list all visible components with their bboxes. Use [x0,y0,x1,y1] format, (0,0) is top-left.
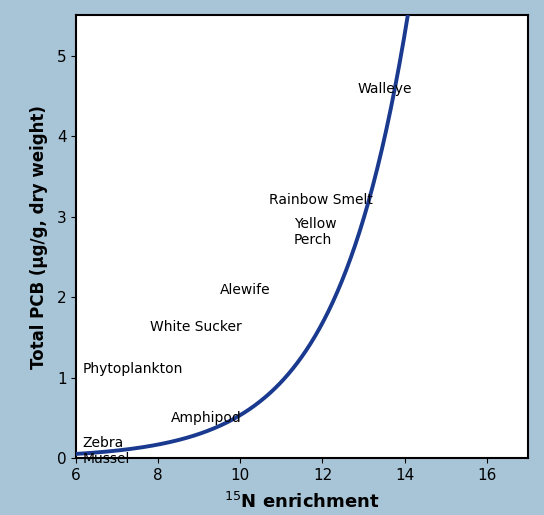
Text: Alewife: Alewife [220,283,270,297]
X-axis label: $^{15}$N enrichment: $^{15}$N enrichment [224,491,380,511]
Text: Phytoplankton: Phytoplankton [82,362,183,376]
Text: Yellow
Perch: Yellow Perch [294,217,336,247]
Text: Rainbow Smelt: Rainbow Smelt [269,193,373,207]
Text: Amphipod: Amphipod [171,410,242,424]
Text: Zebra
Mussel: Zebra Mussel [82,436,129,466]
Text: Walleye: Walleye [357,82,412,96]
Text: White Sucker: White Sucker [150,319,242,334]
Y-axis label: Total PCB (μg/g, dry weight): Total PCB (μg/g, dry weight) [30,105,48,369]
